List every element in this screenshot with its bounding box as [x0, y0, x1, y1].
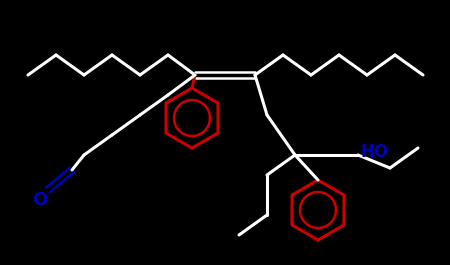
Text: O: O	[32, 191, 48, 209]
Text: HO: HO	[360, 143, 388, 161]
